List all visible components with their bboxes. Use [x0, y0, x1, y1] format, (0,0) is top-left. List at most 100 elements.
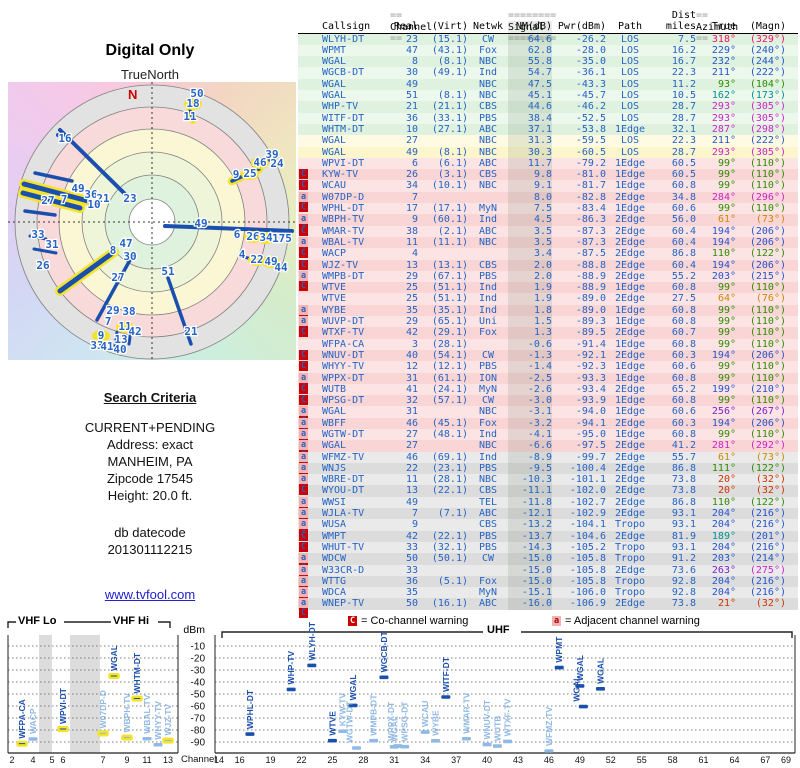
station-label: WITF-DT [441, 656, 451, 692]
channel-tick-label: 7 [100, 755, 105, 765]
adjacent-channel-badge: a [299, 553, 308, 564]
network-cell: CW [481, 395, 495, 407]
signal-table: == Channel == ======== Signal ======== Dist … [298, 10, 798, 619]
distance-cell: 28.7 [671, 112, 696, 124]
station-label: WTVE [327, 711, 337, 736]
power-cell: -106.0 [569, 587, 606, 599]
adjacent-channel-badge: a [299, 428, 308, 439]
polar-channel-label: 34 [259, 231, 273, 244]
warning-badges: aC [298, 553, 319, 574]
nm-cell: -15.1 [508, 587, 552, 599]
warning-badges: aC [298, 417, 319, 438]
power-cell: -36.1 [575, 67, 606, 79]
distance-cell: 27.5 [671, 293, 696, 305]
nm-cell: 31.3 [508, 135, 552, 147]
co-channel-badge: C [299, 327, 308, 338]
true-azimuth-cell: 189° [711, 530, 736, 542]
station-label: WBPH-TV [122, 693, 132, 733]
true-azimuth-cell: 99° [717, 316, 736, 328]
polar-channel-label: 8 [110, 244, 117, 257]
real-channel-cell: 34 [405, 180, 418, 192]
nm-cell: -15.0 [508, 575, 552, 588]
nm-cell: -1.3 [508, 349, 552, 362]
callsign-cell: WTTG [322, 575, 347, 587]
table-row: aCWPPX-DT31(61.1)ION-2.5-93.31Edge60.899… [298, 372, 798, 393]
station-label: WGTW-DT [345, 700, 355, 743]
magnetic-azimuth-cell: (110°) [749, 361, 786, 373]
path-cell: 2Edge [614, 225, 646, 237]
callsign-cell: WGAL [322, 90, 347, 102]
channel-tick-label: 49 [575, 755, 585, 765]
table-row: WHP-TV 21 (21.1) CBS 44.6 -46.2 LOS 28.7 293° (30… [298, 101, 798, 113]
true-azimuth-cell: 203° [711, 270, 736, 282]
table-row: aCWBPH-TV9(60.1)Ind4.5-86.32Edge56.061°(… [298, 214, 798, 235]
signal-marker [245, 732, 255, 736]
real-channel-cell: 33 [405, 564, 418, 576]
nm-cell: 11.7 [508, 157, 552, 170]
magnetic-azimuth-cell: (275°) [749, 564, 786, 576]
real-channel-cell: 27 [405, 135, 418, 147]
network-cell: CW [481, 349, 495, 361]
distance-cell: 16.7 [671, 56, 696, 68]
warning-badges: aC [298, 440, 319, 461]
callsign-cell: WJZ-TV [322, 259, 359, 271]
path-cell: 2Edge [614, 248, 646, 260]
nm-cell: 2.0 [508, 270, 552, 283]
virtual-channel-cell: (8.1) [437, 146, 468, 158]
distance-cell: 92.8 [671, 587, 696, 599]
tvfool-link[interactable]: www.tvfool.com [104, 587, 196, 602]
signal-marker [400, 744, 410, 749]
station-label: WACP [28, 708, 38, 734]
network-cell: ABC [478, 508, 498, 520]
virtual-channel-cell: (10.1) [431, 180, 468, 192]
polar-channel-label: 49 [264, 255, 277, 268]
magnetic-azimuth-cell: (110°) [749, 180, 786, 192]
table-row: WITF-DT 36 (33.1) PBS 38.4 -52.5 LOS 28.7 293° (3… [298, 112, 798, 124]
polar-channel-label: 27 [41, 194, 54, 207]
warning-badges [298, 339, 319, 350]
true-azimuth-cell: 204° [711, 519, 736, 531]
power-cell: -60.5 [575, 146, 606, 158]
power-cell: -105.8 [569, 564, 606, 576]
virtual-channel-cell [418, 587, 468, 598]
search-criteria: Search Criteria CURRENT+PENDING Address:… [0, 390, 300, 558]
path-cell: 2Edge [614, 417, 646, 429]
dbm-tick-label: -80 [191, 726, 206, 737]
callsign-cell: WTVE [322, 282, 347, 294]
signal-marker [578, 704, 588, 709]
distance-cell: 60.8 [671, 316, 696, 328]
path-cell: 1Edge [614, 316, 646, 328]
polar-channel-label: 18 [186, 97, 199, 110]
nm-cell: -13.2 [508, 519, 552, 531]
real-channel-cell: 32 [405, 395, 418, 407]
real-channel-cell: 12 [405, 361, 418, 373]
nm-cell: 44.6 [508, 101, 552, 113]
real-channel-cell: 17 [405, 203, 418, 215]
callsign-cell: WNJS [322, 462, 347, 474]
station-label: WNUV-DT [482, 699, 492, 739]
real-channel-cell: 29 [405, 316, 418, 328]
power-cell: -88.9 [575, 270, 606, 282]
distance-cell: 60.6 [671, 203, 696, 215]
polar-channel-label: 46 [253, 156, 267, 169]
co-channel-badge: C [299, 259, 308, 270]
virtual-channel-cell: (2.1) [437, 225, 468, 237]
adjacent-channel-badge: a [299, 496, 308, 507]
true-azimuth-cell: 110° [711, 496, 736, 508]
true-azimuth-cell: 293° [711, 112, 736, 124]
signal-marker [379, 675, 389, 680]
distance-cell: 55.7 [671, 451, 696, 463]
true-azimuth-cell: 61° [717, 214, 736, 226]
signal-marker [348, 703, 358, 708]
magnetic-azimuth-cell: (244°) [749, 56, 786, 68]
signal-marker [121, 734, 133, 741]
criteria-line: CURRENT+PENDING [84, 420, 216, 435]
magnetic-azimuth-cell: (296°) [749, 191, 786, 203]
table-row: aCW33CR-D 33 -15.0 -105.8 2Edge 73.6 263° (275°… [298, 564, 798, 585]
channel-tick-label: 9 [124, 755, 129, 765]
magnetic-azimuth-cell: (110°) [749, 338, 786, 350]
real-channel-cell: 13 [405, 485, 418, 497]
polar-channel-label: 33 [90, 339, 103, 352]
warning-badges: aC [298, 496, 319, 517]
